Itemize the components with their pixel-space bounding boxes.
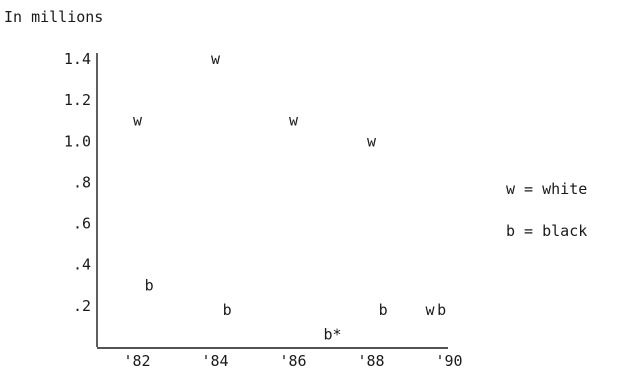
legend: w = white b = black: [506, 180, 587, 240]
chart-title: In millions: [4, 8, 103, 26]
y-tick-label: 1.4: [64, 50, 91, 68]
x-tick-label: '82: [123, 352, 150, 370]
y-tick-label: .6: [73, 215, 91, 233]
y-tick-label: .4: [73, 256, 91, 274]
x-tick-label: '90: [435, 352, 462, 370]
x-tick-label: '84: [201, 352, 228, 370]
data-point-w: w: [133, 112, 143, 130]
data-point-w: w: [425, 301, 435, 319]
y-tick-label: .8: [73, 173, 91, 191]
y-tick-label: .2: [73, 297, 91, 315]
data-point-b: b: [223, 301, 232, 319]
data-point-w: w: [289, 112, 299, 130]
y-tick-label: 1.0: [64, 132, 91, 150]
x-tick-label: '86: [279, 352, 306, 370]
data-point-b: b: [145, 276, 154, 294]
data-point-b: b: [437, 301, 446, 319]
y-axis: 1.4 1.2 1.0 .8 .6 .4 .2: [64, 50, 98, 347]
y-tick-label: 1.2: [64, 91, 91, 109]
legend-entry: b = black: [506, 222, 587, 240]
data-point-w: w: [211, 50, 221, 68]
legend-entry: w = white: [506, 180, 587, 198]
data-point-b: b*: [323, 326, 341, 344]
data-point-b: b: [379, 301, 388, 319]
x-axis: '82 '84 '86 '88 '90: [97, 347, 463, 370]
x-tick-label: '88: [357, 352, 384, 370]
data-point-w: w: [367, 132, 377, 150]
